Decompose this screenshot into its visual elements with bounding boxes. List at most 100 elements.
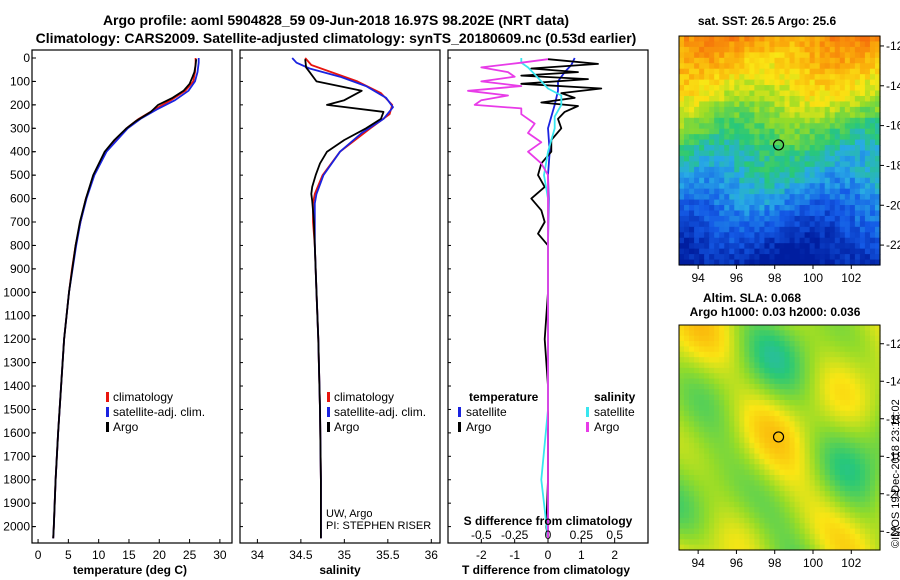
sla-map-cell — [819, 346, 826, 353]
sst-map-cell — [829, 188, 836, 195]
sst-map-cell — [849, 254, 856, 261]
sla-map-cell — [839, 357, 846, 364]
sst-map-cell — [694, 95, 700, 103]
sla-map-cell — [824, 480, 831, 487]
sla-map-cell — [794, 426, 801, 433]
sla-map-cell — [719, 501, 725, 508]
sla-map-cell — [859, 346, 866, 353]
sla-map-cell — [714, 357, 720, 364]
sla-map-cell — [829, 426, 836, 433]
sla-map-cell — [739, 416, 745, 423]
sla-map-cell — [769, 325, 776, 331]
sla-map-cell — [729, 475, 735, 481]
sla-map-cell — [719, 469, 725, 476]
sla-map-cell — [834, 325, 841, 331]
sst-map-cell — [729, 243, 735, 250]
sst-map-cell — [784, 101, 791, 108]
sst-map-cell — [874, 194, 881, 201]
sst-map-cell — [734, 36, 740, 43]
sst-map-cell — [824, 237, 831, 244]
sla-map-cell — [749, 335, 755, 342]
sla-map-cell — [749, 469, 755, 476]
sst-map-cell — [689, 210, 695, 217]
sst-map-cell — [789, 161, 796, 168]
sst-map-cell — [794, 254, 801, 261]
sst-map-cell — [769, 199, 776, 206]
sla-map-cell — [684, 458, 690, 465]
sla-map-cell — [844, 523, 851, 530]
sst-map-cell — [709, 46, 715, 53]
sst-map-cell — [779, 41, 786, 48]
sla-map-cell — [819, 351, 826, 358]
sla-map-cell — [834, 335, 841, 342]
sst-map-cell — [854, 52, 861, 59]
sla-map-cell — [719, 351, 725, 358]
sla-map-cell — [849, 458, 856, 465]
sst-map-cell — [709, 112, 715, 119]
sst-map-cell — [809, 134, 816, 141]
sla-map-cell — [699, 421, 705, 428]
sla-map-cell — [709, 485, 715, 492]
sst-map-cell — [814, 199, 821, 206]
sst-map-cell — [704, 188, 710, 195]
sla-map-cell — [764, 405, 771, 412]
sla-map-cell — [774, 362, 781, 369]
sst-map-cell — [689, 90, 695, 97]
sla-map-cell — [784, 335, 791, 342]
sla-map-cell — [694, 464, 700, 471]
sla-map-cell — [869, 485, 876, 492]
sla-map-cell — [809, 394, 816, 401]
sst-map-cell — [734, 232, 740, 239]
sla-map-cell — [834, 453, 841, 460]
sst-map-cell — [764, 74, 771, 81]
sla-map-cell — [689, 496, 695, 503]
sla-map-cell — [829, 475, 836, 481]
sla-map-cell — [699, 523, 705, 530]
sla-map-cell — [759, 512, 766, 519]
sla-map-cell — [739, 448, 745, 455]
sla-map-cell — [684, 400, 690, 406]
sla-map-cell — [699, 351, 705, 358]
sst-map-cell — [869, 150, 876, 157]
sla-map-cell — [694, 533, 700, 540]
sst-map-cell — [764, 177, 771, 184]
sst-map-cell — [814, 232, 821, 239]
sst-map-cell — [734, 188, 740, 195]
sst-map-cell — [874, 237, 881, 244]
sst-map-cell — [784, 117, 791, 124]
sla-map-cell — [749, 448, 755, 455]
sla-map-cell — [719, 523, 725, 530]
sla-map-y-tick-label: -16 — [886, 412, 900, 426]
sla-map-cell — [744, 437, 750, 444]
sst-map-cell — [829, 226, 836, 233]
sla-map-cell — [689, 362, 695, 369]
sla-map-cell — [694, 544, 700, 551]
sla-map-cell — [749, 341, 755, 348]
sst-map-cell — [734, 166, 740, 173]
sla-map-cell — [849, 469, 856, 476]
sst-map-cell — [694, 150, 700, 157]
sst-map-cell — [804, 123, 811, 130]
sst-map-cell — [714, 221, 720, 228]
sla-map-cell — [794, 362, 801, 369]
sla-map-cell — [824, 533, 831, 540]
sst-map-cell — [864, 210, 871, 217]
sst-map-cell — [699, 90, 705, 97]
sst-map-cell — [689, 259, 695, 266]
sst-map-cell — [839, 254, 846, 261]
sst-map-cell — [689, 85, 695, 92]
sst-map-cell — [774, 57, 781, 64]
sst-map-cell — [809, 128, 816, 135]
sla-map-cell — [864, 512, 871, 519]
sla-map-cell — [799, 517, 806, 524]
sst-map-cell — [699, 215, 705, 222]
sla-map-cell — [709, 394, 715, 401]
sla-map-cell — [844, 421, 851, 428]
sst-map-cell — [774, 226, 781, 233]
sla-map-cell — [709, 437, 715, 444]
sst-map-cell — [719, 106, 725, 113]
sla-map-cell — [714, 528, 720, 535]
sla-map-cell — [769, 437, 776, 444]
sst-map-cell — [834, 106, 841, 113]
sst-map-cell — [729, 117, 735, 124]
